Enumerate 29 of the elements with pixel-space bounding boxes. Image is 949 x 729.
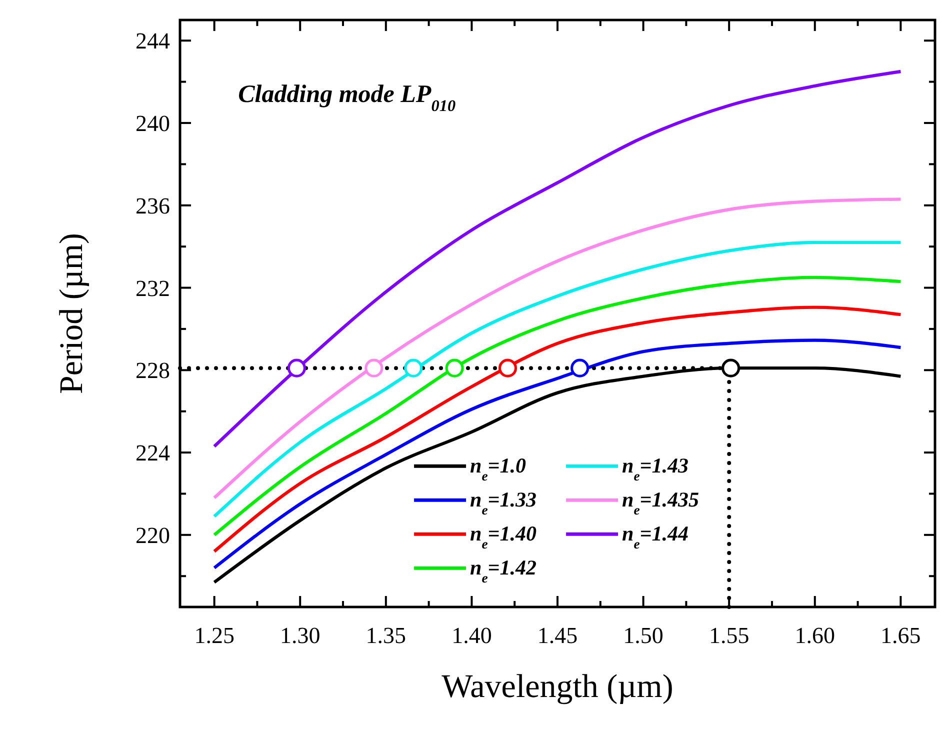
x-tick-label: 1.55 [708, 623, 750, 648]
x-tick-label: 1.45 [537, 623, 578, 648]
y-tick-label: 220 [136, 522, 170, 548]
x-tick-label: 1.35 [366, 623, 406, 648]
line-series [212, 306, 902, 553]
legend-label: n$_{e}$=1.40 [470, 521, 538, 551]
legend-label: n$_{e}$=1.0 [470, 453, 527, 483]
line-series [212, 70, 902, 448]
legend-label: n$_{e}$=1.43 [622, 453, 689, 483]
x-tick-label: 1.50 [623, 623, 664, 648]
y-tick-label: 232 [136, 276, 170, 301]
legend-label: n$_{e}$=1.44 [622, 521, 689, 551]
y-tick-label: 240 [136, 111, 170, 136]
y-tick-label: 244 [136, 28, 170, 54]
legend-label: n$_{e}$=1.42 [470, 555, 538, 585]
y-tick-label: 228 [136, 358, 170, 384]
x-tick-label: 1.60 [794, 623, 836, 648]
annotation: Cladding mode LP$_{010}$ [238, 81, 456, 116]
x-axis-title: Wavelength (µm) [442, 669, 674, 705]
y-axis-title: Period (µm) [54, 232, 90, 394]
legend-label: n$_{e}$=1.435 [622, 487, 700, 517]
x-tick-label: 1.65 [880, 623, 921, 648]
line-series [212, 240, 902, 518]
x-tick-label: 1.30 [280, 623, 320, 648]
y-tick-label: 236 [136, 193, 170, 218]
legend-label: n$_{e}$=1.33 [470, 487, 537, 517]
x-tick-label: 1.25 [194, 623, 234, 648]
x-tick-label: 1.40 [452, 623, 492, 648]
y-tick-label: 224 [136, 440, 170, 466]
